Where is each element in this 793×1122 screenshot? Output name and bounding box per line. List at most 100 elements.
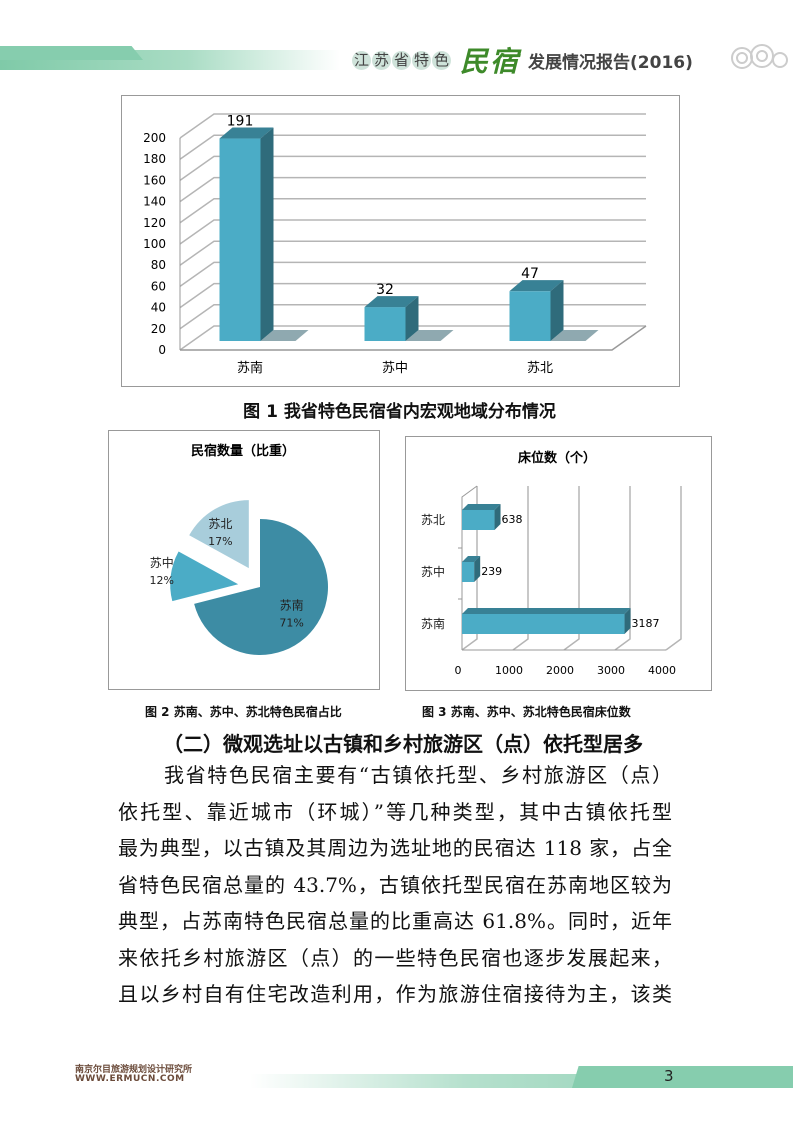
header-char: 色 [432, 50, 451, 70]
y-tick-label: 40 [151, 301, 166, 315]
bar-苏中 [462, 562, 475, 582]
header-char: 江 [352, 50, 371, 70]
figure3-chart-frame [405, 436, 712, 691]
x-tick-label: 3000 [597, 664, 625, 677]
y-tick-label: 苏南 [421, 616, 445, 631]
bar-苏中 [364, 307, 406, 341]
bar-side-face [494, 504, 501, 530]
paragraph-line: 依托型、靠近城市（环城）”等几种类型，其中古镇依托型 [118, 799, 672, 824]
bar-side-face [405, 296, 419, 341]
data-label: 3187 [632, 617, 660, 630]
gridline [179, 240, 646, 266]
slice-category-label: 苏南 [280, 598, 304, 613]
bar-side-face [550, 280, 564, 341]
footer-organization: 南京尔目旅游规划设计研究所 [75, 1065, 193, 1075]
y-tick-label: 80 [151, 258, 166, 272]
x-tick-label: 苏中 [382, 360, 408, 376]
y-tick-label: 60 [151, 279, 166, 293]
bar-top-face [462, 504, 501, 510]
gridline [179, 198, 646, 224]
pie-slice-苏北 [189, 500, 249, 569]
x-tick-label: 1000 [495, 664, 523, 677]
bar-top-face [462, 608, 631, 614]
bar-苏北 [509, 291, 551, 341]
gridline [179, 155, 646, 182]
figure2-pie-chart: 民宿数量（比重） 苏南 71% 苏中 12% 苏北 17% [150, 443, 329, 655]
x-tick-label: 0 [455, 664, 462, 677]
slice-percent-label: 71% [279, 617, 303, 630]
x-tick-label: 苏北 [527, 360, 553, 376]
gridline [179, 304, 646, 330]
page-number: 3 [664, 1067, 674, 1085]
data-label: 191 [227, 114, 254, 130]
body-paragraph: 我省特色民宿主要有“古镇依托型、乡村旅游区（点） 依托型、靠近城市（环城）”等几… [118, 757, 672, 1013]
gridline [665, 486, 682, 651]
gridline [179, 261, 646, 288]
header-script-title: 民宿 [460, 45, 521, 78]
y-tick-label: 苏中 [421, 564, 445, 579]
bar-top-face [462, 556, 481, 562]
gridline [563, 486, 580, 651]
paragraph-line: 来依托乡村旅游区（点）的一些特色民宿也逐步发展起来， [118, 945, 672, 970]
gridline [179, 282, 646, 309]
chart-title: 床位数（个） [518, 450, 596, 466]
bar-side-face [624, 608, 631, 634]
x-tick-label: 苏南 [237, 360, 263, 376]
y-tick-label: 100 [143, 237, 166, 251]
gridline [179, 219, 646, 245]
y-tick-label: 120 [143, 216, 166, 230]
figure3-bar-chart: 床位数（个） 0 1000 2000 3000 4000 3187 苏南 239 苏中 638 苏北 [421, 450, 682, 677]
footer-website: WWW.ERMUCN.COM [75, 1074, 185, 1084]
y-tick-label: 160 [143, 173, 166, 187]
figure1-caption: 图 1 我省特色民宿省内宏观地域分布情况 [243, 402, 556, 422]
chart-title: 民宿数量（比重） [191, 443, 295, 459]
paragraph-line: 最为典型，以古镇及其周边为选址地的民宿达 118 家，占全 [118, 836, 672, 860]
gridline [179, 325, 646, 351]
y-tick-label: 180 [143, 152, 166, 166]
header-band-accent [0, 46, 143, 60]
data-label: 32 [376, 282, 394, 298]
slice-category-label: 苏中 [150, 555, 174, 570]
y-tick-label: 0 [158, 343, 166, 357]
y-tick-label: 20 [151, 322, 166, 336]
x-tick-label: 4000 [648, 664, 676, 677]
y-tick-label: 200 [143, 131, 166, 145]
gridline [614, 486, 631, 651]
figure1-column-chart: 0 20 40 60 80 100 120 140 160 180 200 191 苏南 32 苏中 47 苏北 [143, 113, 647, 376]
bar-苏北 [462, 510, 495, 530]
paragraph-line: 且以乡村自有住宅改造利用，作为旅游住宿接待为主，该类 [118, 982, 672, 1006]
x-tick-label: 2000 [546, 664, 574, 677]
bar-shadow [405, 330, 454, 341]
slice-category-label: 苏北 [208, 517, 232, 531]
pie-slice-苏中 [170, 551, 239, 602]
bar-side-face [260, 127, 274, 341]
section-heading: （二）微观选址以古镇和乡村旅游区（点）依托型居多 [163, 732, 643, 756]
paragraph-line: 典型，占苏南特色民宿总量的比重高达 61.8%。同时，近年 [118, 909, 672, 933]
paragraph-line: 我省特色民宿主要有“古镇依托型、乡村旅游区（点） [164, 763, 672, 787]
bar-shadow [260, 330, 309, 341]
slice-percent-label: 17% [208, 535, 232, 548]
gridline [512, 486, 529, 651]
gridline [179, 113, 646, 139]
bar-top-face [219, 127, 274, 139]
paragraph-line: 省特色民宿总量的 43.7%，古镇依托型民宿在苏南地区较为 [118, 872, 672, 897]
y-tick-label: 苏北 [421, 513, 445, 527]
gridline [179, 176, 646, 203]
header-char: 省 [392, 50, 411, 70]
running-header-title: 江 苏 省 特 色 民宿 发展情况报告(2016) [352, 44, 693, 78]
bar-苏南 [219, 138, 261, 341]
bar-shadow [550, 330, 599, 341]
bar-苏南 [462, 614, 625, 634]
bar-top-face [509, 280, 564, 292]
slice-percent-label: 12% [150, 574, 174, 587]
gridline [179, 134, 646, 160]
data-label: 638 [502, 513, 523, 526]
figure3-caption: 图 3 苏南、苏中、苏北特色民宿床位数 [422, 705, 631, 719]
header-char: 特 [412, 50, 431, 70]
footer-band-accent [572, 1066, 793, 1088]
pie-slice-苏南 [194, 519, 329, 655]
floor-edge [180, 325, 647, 351]
y-tick-label: 140 [143, 195, 166, 209]
cloud-ornament-icon [731, 44, 788, 69]
bar-top-face [364, 296, 419, 308]
